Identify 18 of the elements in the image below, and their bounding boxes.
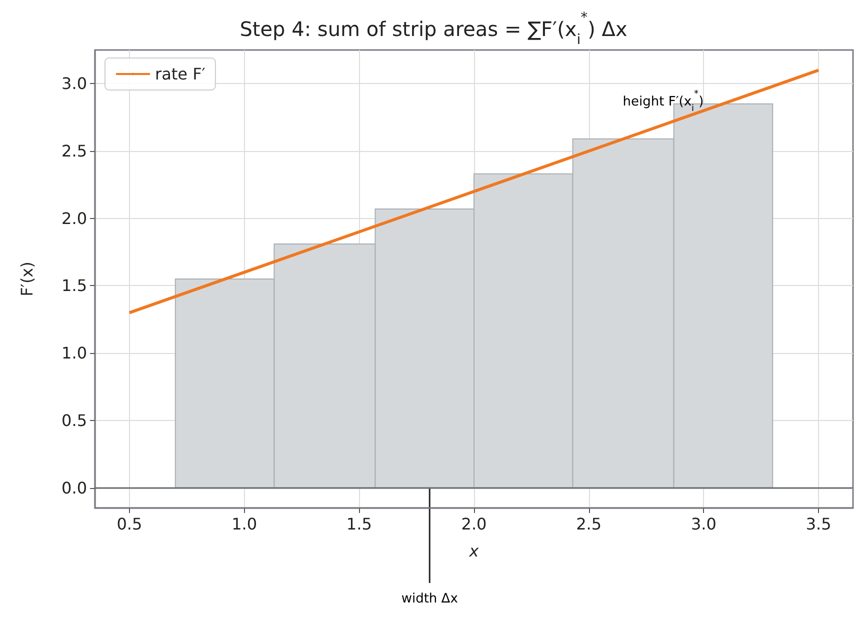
x-tick-label: 2.5 — [576, 514, 602, 534]
y-axis-title: F′(x) — [18, 262, 36, 296]
x-tick-label: 3.5 — [806, 514, 832, 534]
x-tick-label: 1.5 — [346, 514, 372, 534]
x-tick-label: 2.0 — [461, 514, 487, 534]
y-tick-label: 1.5 — [62, 276, 87, 296]
x-tick-label: 0.5 — [116, 514, 142, 534]
x-tick-label: 3.0 — [690, 514, 716, 534]
y-tick-label: 0.5 — [62, 410, 87, 430]
text: width Δx — [401, 592, 458, 606]
x-tick-label: 1.0 — [232, 514, 258, 534]
y-tick-label: 2.5 — [62, 142, 87, 161]
y-tick-label: 3.0 — [62, 74, 87, 94]
y-tick-label: 0.0 — [62, 478, 87, 498]
x-axis-title: x — [468, 542, 480, 560]
y-tick-label: 1.0 — [62, 344, 87, 363]
legend-label: rate F′ — [155, 64, 206, 84]
y-tick-label: 2.0 — [62, 208, 87, 228]
